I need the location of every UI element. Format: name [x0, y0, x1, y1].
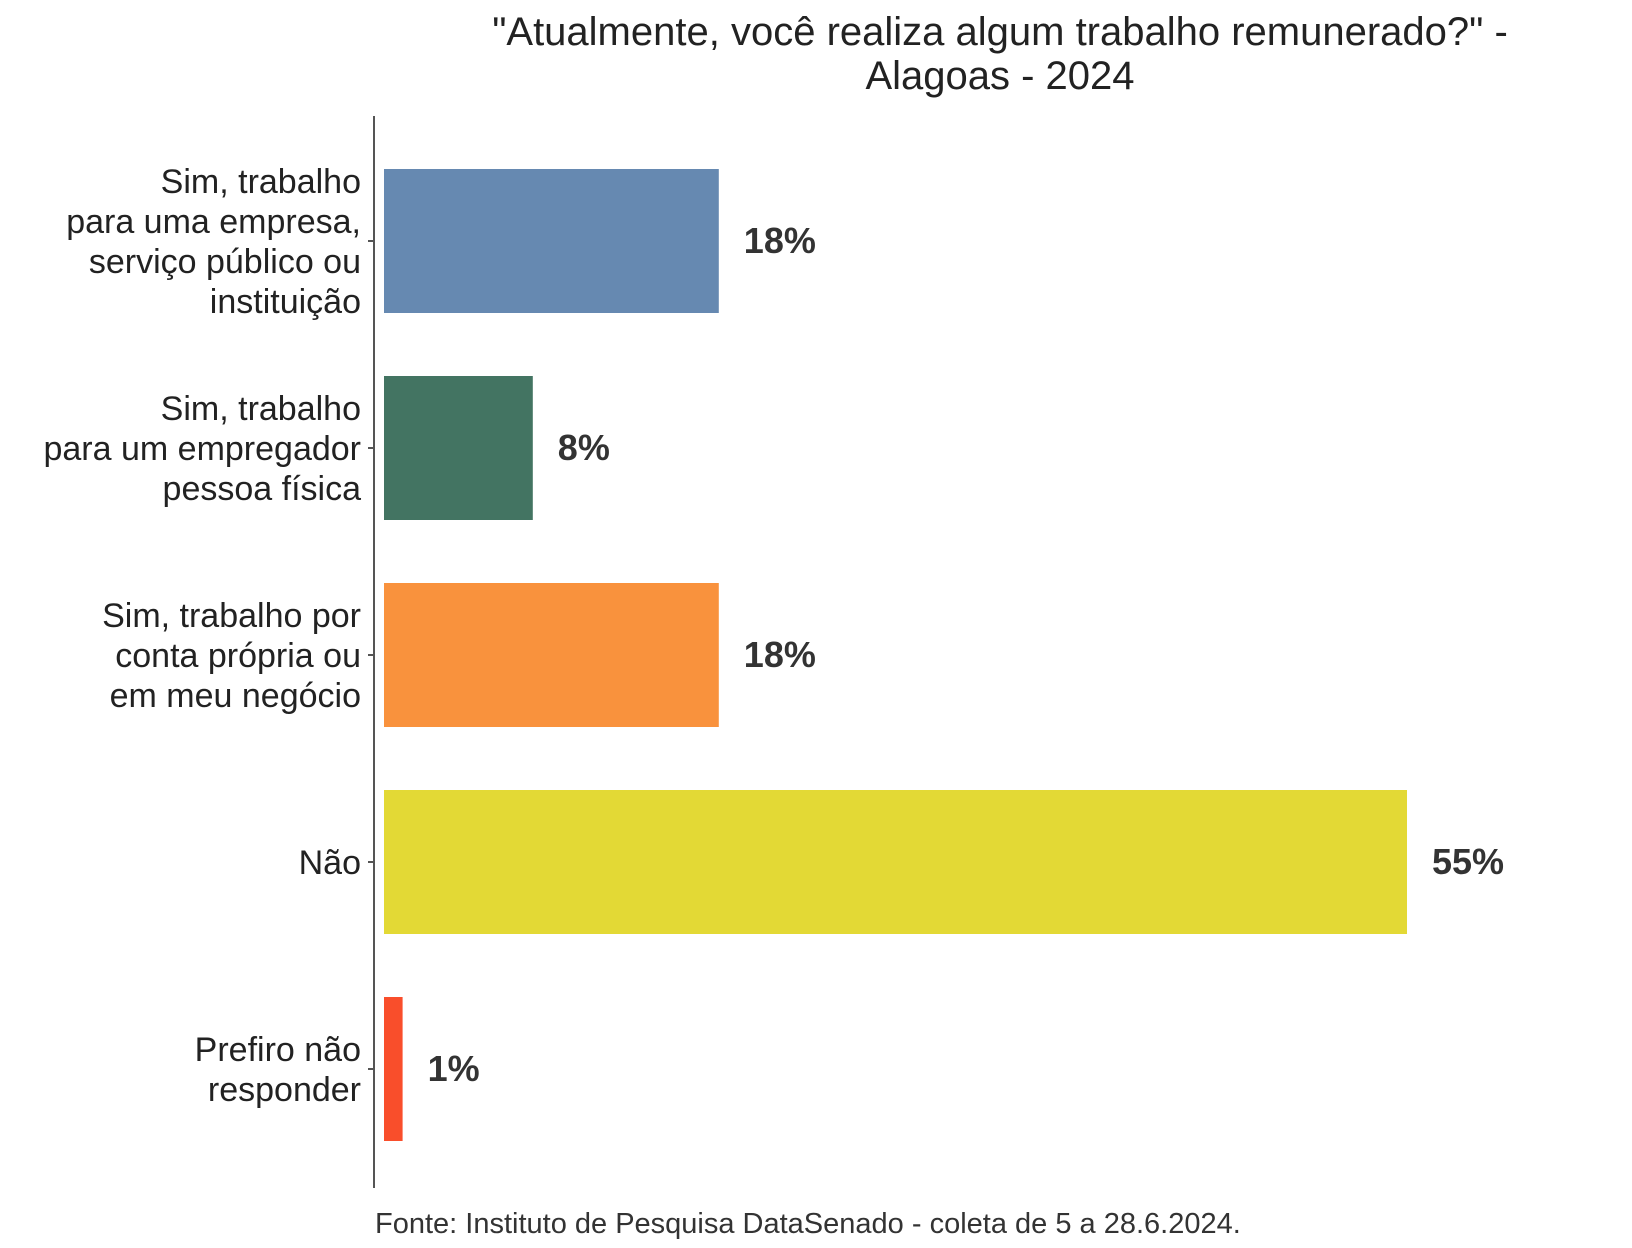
bars-layer: 18%Sim, trabalho para uma empresa, serviço… — [43, 163, 1504, 1141]
data-label-3: 18% — [744, 634, 816, 675]
data-label-1: 18% — [744, 220, 816, 261]
data-label-4: 55% — [1432, 841, 1504, 882]
source-note: Fonte: Instituto de Pesquisa DataSenado … — [375, 1208, 1241, 1240]
category-label-line: Sim, trabalho — [161, 163, 361, 201]
bar-4 — [384, 790, 1407, 934]
category-label-line: responder — [208, 1071, 361, 1109]
category-label-line: serviço público ou — [89, 243, 361, 281]
bar-5 — [384, 997, 403, 1141]
chart-title-line-1: "Atualmente, você realiza algum trabalho… — [492, 10, 1508, 54]
category-label-line: conta própria ou — [115, 637, 361, 675]
category-label-line: Sim, trabalho por — [102, 597, 361, 635]
data-label-2: 8% — [558, 427, 610, 468]
category-label-3: Sim, trabalho por conta própria ou em meu … — [102, 597, 361, 715]
category-label-5: Prefiro não responder — [195, 1031, 361, 1109]
category-label-line: para um empregador — [43, 430, 361, 468]
category-label-2: Sim, trabalho para um empregador pessoa fí… — [43, 390, 361, 508]
category-label-line: para uma empresa, — [66, 203, 361, 241]
category-label-line: Não — [299, 844, 361, 882]
category-label-line: instituição — [210, 283, 361, 321]
chart-title-line-2: Alagoas - 2024 — [865, 54, 1135, 98]
category-label-line: Prefiro não — [195, 1031, 361, 1069]
category-label-1: Sim, trabalho para uma empresa, serviço pú… — [66, 163, 361, 321]
category-label-line: em meu negócio — [110, 677, 361, 715]
category-label-line: Sim, trabalho — [161, 390, 361, 428]
category-label-line: pessoa física — [163, 470, 362, 508]
category-label-4: Não — [299, 844, 361, 882]
bar-3 — [384, 583, 719, 727]
chart-title: "Atualmente, você realiza algum trabalho… — [380, 10, 1620, 98]
data-label-5: 1% — [428, 1048, 480, 1089]
bar-2 — [384, 376, 533, 520]
bar-1 — [384, 169, 719, 313]
